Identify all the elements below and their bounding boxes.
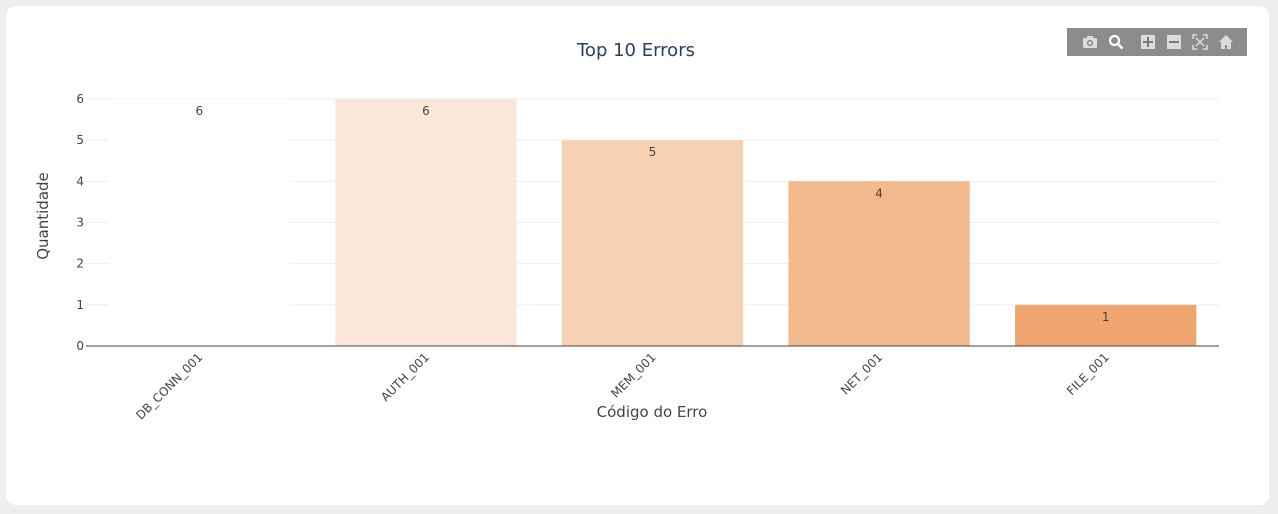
bars: [108, 99, 1197, 346]
zoom-in-button[interactable]: [1137, 31, 1159, 53]
bar-auth-001[interactable]: [335, 99, 517, 346]
x-tick-label: AUTH_001: [378, 350, 432, 404]
autoscale-button[interactable]: [1189, 31, 1211, 53]
bar-value-label: 6: [195, 104, 203, 118]
reset-axes-button[interactable]: [1215, 31, 1237, 53]
x-axis-title: Código do Erro: [597, 403, 708, 421]
chart-title: Top 10 Errors: [576, 40, 695, 61]
x-tick-label: NET_001: [838, 350, 885, 397]
zoom-icon: [1108, 34, 1124, 50]
chart-toolbar: [1067, 28, 1247, 56]
zoom-in-icon: [1141, 35, 1155, 49]
bar-value-label: 5: [649, 145, 657, 159]
bar-db-conn-001[interactable]: [108, 99, 290, 346]
y-tick-labels: 0 1 2 3 4 5 6: [76, 92, 84, 353]
zoom-out-button[interactable]: [1163, 31, 1185, 53]
autoscale-icon: [1192, 34, 1208, 50]
camera-icon: [1083, 36, 1097, 48]
y-axis-title: Quantidade: [34, 172, 52, 260]
x-tick-label: MEM_001: [608, 350, 658, 400]
x-tick-label: FILE_001: [1064, 350, 1112, 398]
y-tick-label: 0: [76, 339, 84, 353]
y-tick-label: 6: [76, 92, 84, 106]
bar-value-label: 1: [1102, 310, 1110, 324]
zoom-out-icon: [1167, 35, 1181, 49]
y-tick-label: 4: [76, 174, 84, 188]
zoom-button[interactable]: [1105, 31, 1127, 53]
bar-labels: 6 6 5 4 1: [195, 104, 1109, 324]
bar-value-label: 6: [422, 104, 430, 118]
download-plot-button[interactable]: [1079, 31, 1101, 53]
y-tick-label: 5: [76, 133, 84, 147]
home-icon: [1219, 35, 1233, 49]
bar-mem-001[interactable]: [561, 140, 744, 346]
bar-file-001[interactable]: [1015, 304, 1197, 346]
bar-value-label: 4: [875, 186, 883, 200]
x-tick-label: DB_CONN_001: [133, 350, 205, 422]
y-tick-label: 2: [76, 257, 84, 271]
bar-net-001[interactable]: [788, 181, 970, 346]
y-tick-label: 1: [76, 298, 84, 312]
y-tick-label: 3: [76, 216, 84, 230]
